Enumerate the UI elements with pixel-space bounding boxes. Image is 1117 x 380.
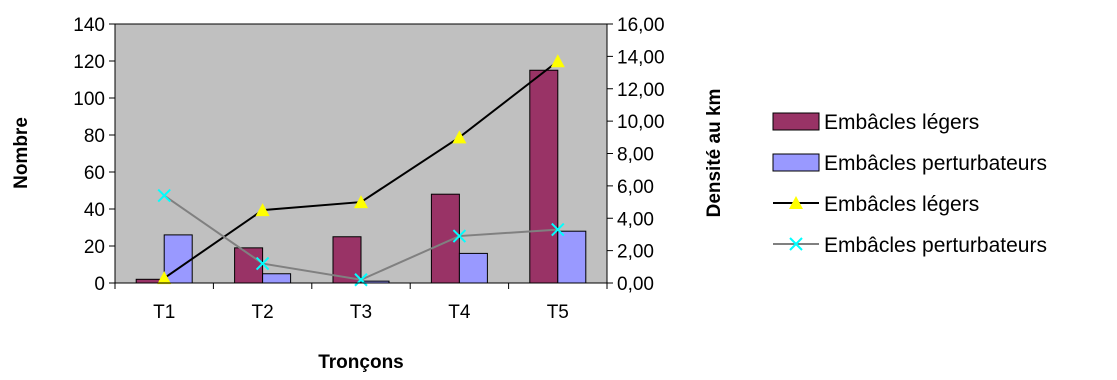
bar-1-T2 (262, 273, 292, 284)
y-tick-label: 140 (73, 15, 105, 36)
y-tick-label: 60 (84, 163, 105, 184)
y2-tick-label: 4,00 (617, 209, 654, 230)
point-0-T1 (157, 271, 172, 285)
y2-tick-label: 0,00 (617, 274, 654, 295)
y2-tick-label: 8,00 (617, 145, 654, 166)
legend-swatch-bar-1 (772, 153, 820, 172)
bar-1-T5 (557, 230, 587, 284)
point-1-T1 (157, 188, 171, 203)
legend-swatch-bar-0 (772, 112, 820, 131)
x-tick-label-T4: T4 (448, 302, 471, 323)
y2-tick-label: 2,00 (617, 242, 654, 263)
y2-tick-label: 14,00 (617, 47, 665, 68)
lines-layer (157, 54, 565, 287)
legend-label-bar-1: Embâcles perturbateurs (824, 152, 1047, 175)
point-1-T4 (452, 229, 467, 243)
legend-label-line-0: Embâcles légers (824, 193, 979, 216)
legend-marker-x (789, 237, 803, 251)
point-0-T3 (354, 195, 368, 209)
point-0-T2 (255, 203, 270, 217)
y-tick-label: 100 (73, 89, 105, 110)
y-axis-title: Nombre (11, 117, 32, 189)
y-tick-label: 40 (84, 200, 105, 221)
y2-tick-label: 12,00 (617, 80, 665, 101)
x-tick-label-T2: T2 (252, 302, 274, 323)
legend-label-line-1: Embâcles perturbateurs (824, 234, 1047, 257)
point-1-T5 (551, 222, 565, 237)
bar-1-T4 (458, 252, 488, 284)
legend-marker-triangle (789, 196, 803, 209)
legend-label-bar-0: Embâcles légers (824, 111, 979, 134)
bar-0-T4 (430, 193, 460, 284)
point-0-T5 (550, 54, 565, 68)
point-0-T4 (452, 130, 467, 144)
point-1-T2 (255, 256, 270, 271)
point-1-T3 (354, 273, 368, 287)
x-axis-title: Tronçons (318, 352, 404, 373)
legend: Embâcles légers Embâcles perturbateurs E… (772, 111, 1047, 257)
axes-layer: 0 20 40 60 80 100 120 140 0,00 2,00 4,00 6,00 8,00 10… (73, 15, 664, 323)
x-tick-label-T3: T3 (350, 302, 372, 323)
y2-tick-label: 10,00 (617, 112, 665, 133)
y2-axis-title: Densité au km (704, 89, 725, 218)
x-tick-label-T1: T1 (153, 302, 175, 323)
bar-0-T5 (529, 69, 559, 284)
y-tick-label: 20 (84, 237, 105, 258)
y-tick-label: 80 (84, 126, 105, 147)
y2-tick-label: 16,00 (617, 15, 665, 36)
y-tick-label: 0 (94, 274, 105, 295)
y2-tick-label: 6,00 (617, 177, 654, 198)
y-tick-label: 120 (73, 52, 105, 73)
x-tick-label-T5: T5 (547, 302, 569, 323)
